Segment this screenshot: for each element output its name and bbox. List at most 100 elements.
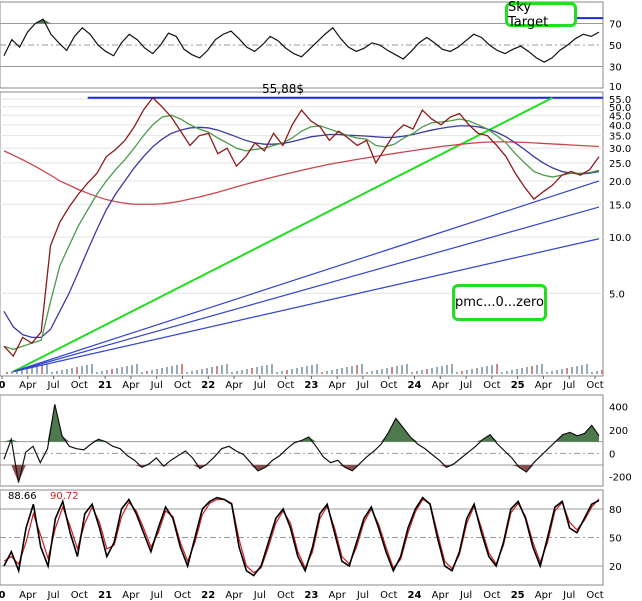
stoch-x-tick-label: 24 [408, 590, 422, 601]
volume-bar [461, 371, 463, 374]
stoch-x-tick-label: Apr [19, 590, 37, 601]
price-x-tick-label: Oct [277, 380, 294, 391]
volume-bar [491, 365, 493, 374]
volume-bar [316, 364, 318, 374]
volume-bar [76, 367, 78, 374]
stoch-x-tick-label: Jul [253, 590, 266, 601]
volume-bar [111, 369, 113, 374]
volume-bar [256, 367, 258, 374]
volume-bar [16, 370, 18, 374]
volume-bar [241, 370, 243, 374]
volume-bar [191, 371, 193, 374]
osc-tick-label: -200 [609, 473, 632, 484]
volume-bar [91, 364, 93, 374]
rsi-tick-label: 10 [609, 82, 622, 93]
price-x-tick-label: 24 [408, 380, 422, 391]
price-x-tick-label: Apr [432, 380, 450, 391]
volume-bar [136, 364, 138, 374]
volume-bar [176, 365, 178, 374]
stoch-x-tick-label: Jul [47, 590, 60, 601]
volume-bar [426, 369, 428, 374]
stoch-x-tick-label: Apr [122, 590, 140, 601]
volume-bar [311, 365, 313, 374]
stoch-x-tick-label: Oct [586, 590, 603, 601]
volume-bar [96, 372, 98, 374]
volume-bar [536, 365, 538, 374]
price-annotation: 55,88$ [262, 82, 304, 96]
stoch-x-tick-label: Apr [225, 590, 243, 601]
price-x-tick-label: 25 [511, 380, 525, 391]
volume-bar [341, 368, 343, 374]
stoch-x-tick-label: 25 [511, 590, 525, 601]
volume-bar [66, 369, 68, 374]
volume-bar [431, 368, 433, 374]
volume-bar [236, 371, 238, 374]
stoch-x-tick-label: Oct [277, 590, 294, 601]
price-x-tick-label: Apr [122, 380, 140, 391]
volume-bar [131, 365, 133, 374]
fan-line [13, 206, 600, 373]
volume-bar [291, 369, 293, 374]
stoch-x-tick-label: 23 [304, 590, 318, 601]
volume-bar [441, 366, 443, 374]
volume-bar [596, 371, 598, 374]
volume-bar [216, 366, 218, 374]
volume-bar [381, 369, 383, 374]
sma-long-line [3, 141, 600, 205]
stoch-x-tick-label: Jul [356, 590, 369, 601]
sky-target-box: Sky Target [505, 0, 577, 30]
volume-bar [346, 367, 348, 374]
stoch-x-tick-label: Apr [329, 590, 347, 601]
volume-bar [166, 367, 168, 374]
volume-bar [251, 368, 253, 374]
rsi-tick-label: 70 [609, 20, 622, 31]
stoch-tick-label: 80 [609, 505, 622, 516]
price-x-tick-label: Jul [253, 380, 266, 391]
volume-bar [281, 371, 283, 374]
price-tick-label: 50.0 [609, 103, 631, 114]
volume-bar [321, 372, 323, 374]
fan-line [12, 96, 553, 373]
price-x-tick-label: Apr [535, 380, 553, 391]
volume-bar [351, 366, 353, 374]
volume-bar [56, 371, 58, 374]
volume-bar [116, 368, 118, 374]
volume-bar [296, 368, 298, 374]
price-x-tick-label: Jul [356, 380, 369, 391]
volume-bar [476, 368, 478, 374]
volume-bar [336, 369, 338, 374]
volume-bar [556, 370, 558, 374]
price-x-tick-label: 23 [304, 380, 318, 391]
volume-bar [121, 367, 123, 374]
volume-bar [566, 368, 568, 374]
volume-bar [101, 371, 103, 374]
volume-bar [156, 369, 158, 374]
price-tick-label: 40.0 [609, 121, 631, 132]
price-tick-label: 15.0 [609, 200, 631, 211]
volume-bar [396, 366, 398, 374]
stoch-x-tick-label: Jul [150, 590, 163, 601]
stoch-x-tick-label: Oct [71, 590, 88, 601]
volume-bar [186, 372, 188, 374]
rsi-tick-label: 30 [609, 63, 622, 74]
stoch-x-tick-label: Oct [483, 590, 500, 601]
volume-bar [26, 368, 28, 374]
volume-bar [151, 370, 153, 374]
stoch-tick-label: 50 [609, 534, 622, 545]
volume-bar [356, 365, 358, 374]
volume-bar [406, 364, 408, 374]
volume-bar [576, 366, 578, 374]
volume-bar [21, 369, 23, 374]
price-x-tick-label: Oct [380, 380, 397, 391]
sma-mid-line [3, 125, 600, 339]
stoch-x-tick-label: 21 [98, 590, 112, 601]
volume-bar [71, 368, 73, 374]
volume-bar [511, 370, 513, 374]
volume-bar [141, 372, 143, 374]
volume-bar [561, 369, 563, 374]
volume-bar [41, 365, 43, 374]
volume-bar [211, 367, 213, 374]
volume-bar [46, 364, 48, 374]
volume-bar [196, 370, 198, 374]
stoch-tick-label: 20 [609, 562, 622, 573]
